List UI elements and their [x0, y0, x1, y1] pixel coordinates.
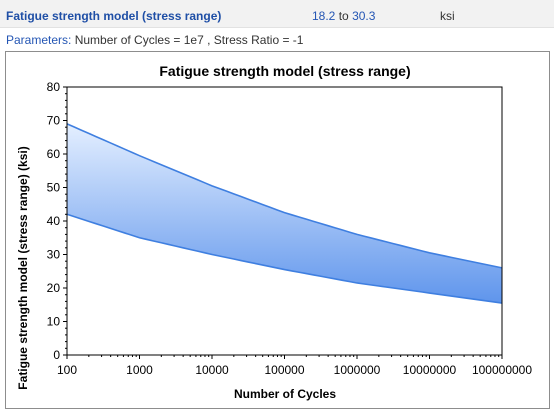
- parameters-line: Parameters: Number of Cycles = 1e7 , Str…: [6, 33, 303, 47]
- y-tick-label: 80: [47, 80, 61, 94]
- parameters-text: Number of Cycles = 1e7 , Stress Ratio = …: [74, 33, 304, 47]
- y-tick-label: 50: [47, 181, 61, 195]
- parameters-label: Parameters:: [6, 33, 72, 47]
- y-tick-label: 70: [47, 114, 61, 128]
- x-tick-label: 1000000: [334, 363, 381, 377]
- fatigue-chart: Fatigue strength model (stress range) 01…: [16, 63, 532, 401]
- x-tick-label: 100: [57, 363, 77, 377]
- y-tick-label: 30: [47, 248, 61, 262]
- chart-title: Fatigue strength model (stress range): [159, 63, 410, 79]
- x-tick-label: 100000000: [472, 363, 532, 377]
- x-tick-label: 1000: [126, 363, 153, 377]
- lower-bound-line: [66, 213, 503, 304]
- x-tick-label: 100000: [264, 363, 304, 377]
- upper-bound-line: [66, 123, 503, 269]
- range-low: 18.2: [312, 9, 336, 23]
- result-name[interactable]: Fatigue strength model (stress range): [6, 9, 222, 23]
- y-tick-label: 10: [47, 315, 61, 329]
- stress-range-band: [67, 123, 502, 304]
- range-high: 30.3: [352, 9, 376, 23]
- x-axis-label: Number of Cycles: [234, 387, 336, 401]
- result-unit: ksi: [440, 9, 455, 23]
- y-tick-label: 60: [47, 147, 61, 161]
- y-tick-label: 0: [53, 348, 60, 362]
- result-range: 18.2 to 30.3: [312, 9, 375, 23]
- y-axis-label: Fatigue strength model (stress range) (k…: [16, 146, 30, 389]
- range-separator: to: [338, 9, 349, 23]
- y-tick-label: 40: [47, 214, 61, 228]
- y-tick-label: 20: [47, 281, 61, 295]
- result-row: Fatigue strength model (stress range) 18…: [0, 0, 554, 28]
- x-tick-label: 10000000: [403, 363, 457, 377]
- x-tick-label: 10000: [195, 363, 229, 377]
